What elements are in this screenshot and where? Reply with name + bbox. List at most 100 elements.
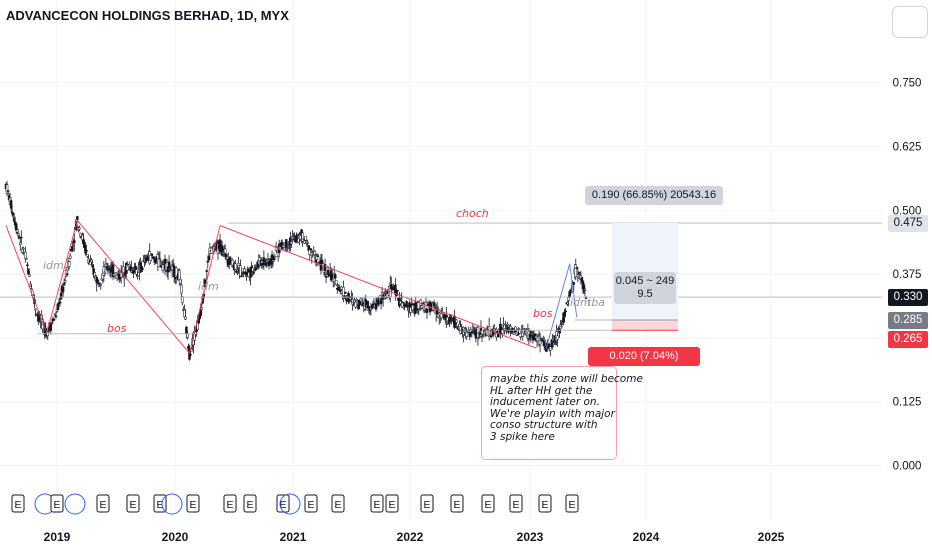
y-tick-label: 0.125	[893, 397, 922, 409]
candle-body	[344, 291, 347, 294]
candle-body	[302, 237, 305, 240]
earnings-marker: E	[512, 499, 519, 511]
candle-body	[574, 264, 578, 277]
text-note[interactable]: maybe this zone will become HL after HH …	[481, 366, 643, 460]
earnings-marker: E	[53, 499, 60, 511]
candle-body	[324, 276, 328, 278]
candle-body	[567, 297, 570, 301]
y-tick-label: 0.000	[893, 461, 922, 473]
candle-body	[323, 264, 327, 272]
x-tick-label: 2019	[44, 530, 71, 544]
candle-body	[26, 264, 29, 267]
dividend-marker	[279, 493, 301, 515]
note-line: inducement later on.	[490, 396, 600, 408]
candle-body	[61, 286, 65, 293]
candle-body	[158, 258, 162, 260]
candle-body	[327, 273, 331, 277]
bos-label: bos	[107, 322, 127, 335]
candle-body	[506, 324, 509, 326]
candle-body	[103, 271, 107, 274]
candle-body	[254, 267, 257, 271]
candle-body	[570, 290, 573, 293]
candle-body	[583, 289, 587, 291]
note-line: conso structure with	[490, 419, 598, 431]
y-tick-label: 0.625	[893, 141, 922, 153]
measure-label-down: 0.020 (7.04%) 15300.72	[588, 347, 700, 381]
candle-body	[359, 298, 362, 302]
candle-body	[572, 282, 575, 285]
earnings-marker-box	[50, 494, 64, 513]
candle-body	[512, 332, 515, 335]
candle-body	[111, 264, 115, 277]
measure-label-up: 0.190 (66.85%) 20543.16	[585, 186, 723, 205]
candle-body	[296, 241, 299, 244]
grid-lines	[0, 0, 882, 520]
candle-body	[306, 241, 309, 244]
candle-body	[335, 280, 338, 285]
candle-body	[549, 346, 552, 351]
note-line: 3 spike here	[490, 430, 555, 443]
candle-body	[479, 328, 483, 331]
earnings-marker-box	[331, 494, 345, 513]
candle-body	[502, 323, 505, 326]
price-tag-mid: 0.285	[888, 312, 928, 329]
candle-body	[25, 258, 28, 260]
candle-body	[99, 284, 103, 286]
idm-label: idm	[43, 259, 64, 272]
candle-body	[500, 326, 503, 330]
earnings-marker-box	[11, 494, 25, 513]
candle-body	[556, 335, 559, 340]
x-tick-label: 2021	[280, 530, 307, 544]
candle-body	[73, 240, 76, 244]
y-tick-label: 0.375	[893, 269, 922, 281]
candle-body	[54, 315, 58, 317]
candle-body	[236, 269, 239, 272]
earnings-marker: E	[129, 499, 136, 511]
candle-body	[6, 190, 10, 192]
candle-body	[418, 309, 422, 311]
earnings-marker: E	[373, 499, 380, 511]
candle-body	[374, 303, 378, 310]
earnings-marker: E	[189, 499, 196, 511]
candle-body	[560, 325, 563, 328]
earnings-marker: E	[156, 499, 163, 511]
earnings-marker-box	[370, 494, 384, 513]
candle-body	[367, 306, 371, 309]
dividend-marker	[161, 493, 183, 515]
candle-body	[488, 333, 492, 336]
candle-body	[534, 335, 538, 339]
earnings-marker-box	[186, 494, 200, 513]
earnings-marker-box	[565, 494, 579, 513]
candle-body	[130, 266, 133, 269]
earnings-marker: E	[388, 499, 395, 511]
candle-body	[34, 308, 37, 311]
candle-body	[5, 184, 9, 194]
chart-title: ADVANCECON HOLDINGS BERHAD, 1D, MYX	[6, 8, 289, 23]
earnings-marker-box	[243, 494, 257, 513]
earnings-marker: E	[307, 499, 314, 511]
candle-body	[189, 353, 192, 356]
x-tick-label: 2022	[397, 530, 424, 544]
price-series	[4, 180, 588, 361]
candle-body	[304, 235, 307, 241]
candle-body	[584, 297, 588, 299]
earnings-marker-box	[385, 494, 399, 513]
candle-body	[20, 236, 23, 239]
earnings-marker: E	[14, 499, 21, 511]
candle-body	[455, 319, 458, 323]
earnings-marker-box	[538, 494, 552, 513]
earnings-marker: E	[226, 499, 233, 511]
candle-body	[273, 256, 277, 259]
candle-body	[180, 284, 183, 294]
candle-body	[93, 272, 96, 277]
note-line: We're playin with major	[490, 407, 615, 420]
candle-body	[52, 318, 56, 321]
candle-body	[467, 330, 471, 333]
layout-button[interactable]	[892, 6, 928, 38]
candle-body	[240, 275, 243, 278]
earnings-marker: E	[334, 499, 341, 511]
